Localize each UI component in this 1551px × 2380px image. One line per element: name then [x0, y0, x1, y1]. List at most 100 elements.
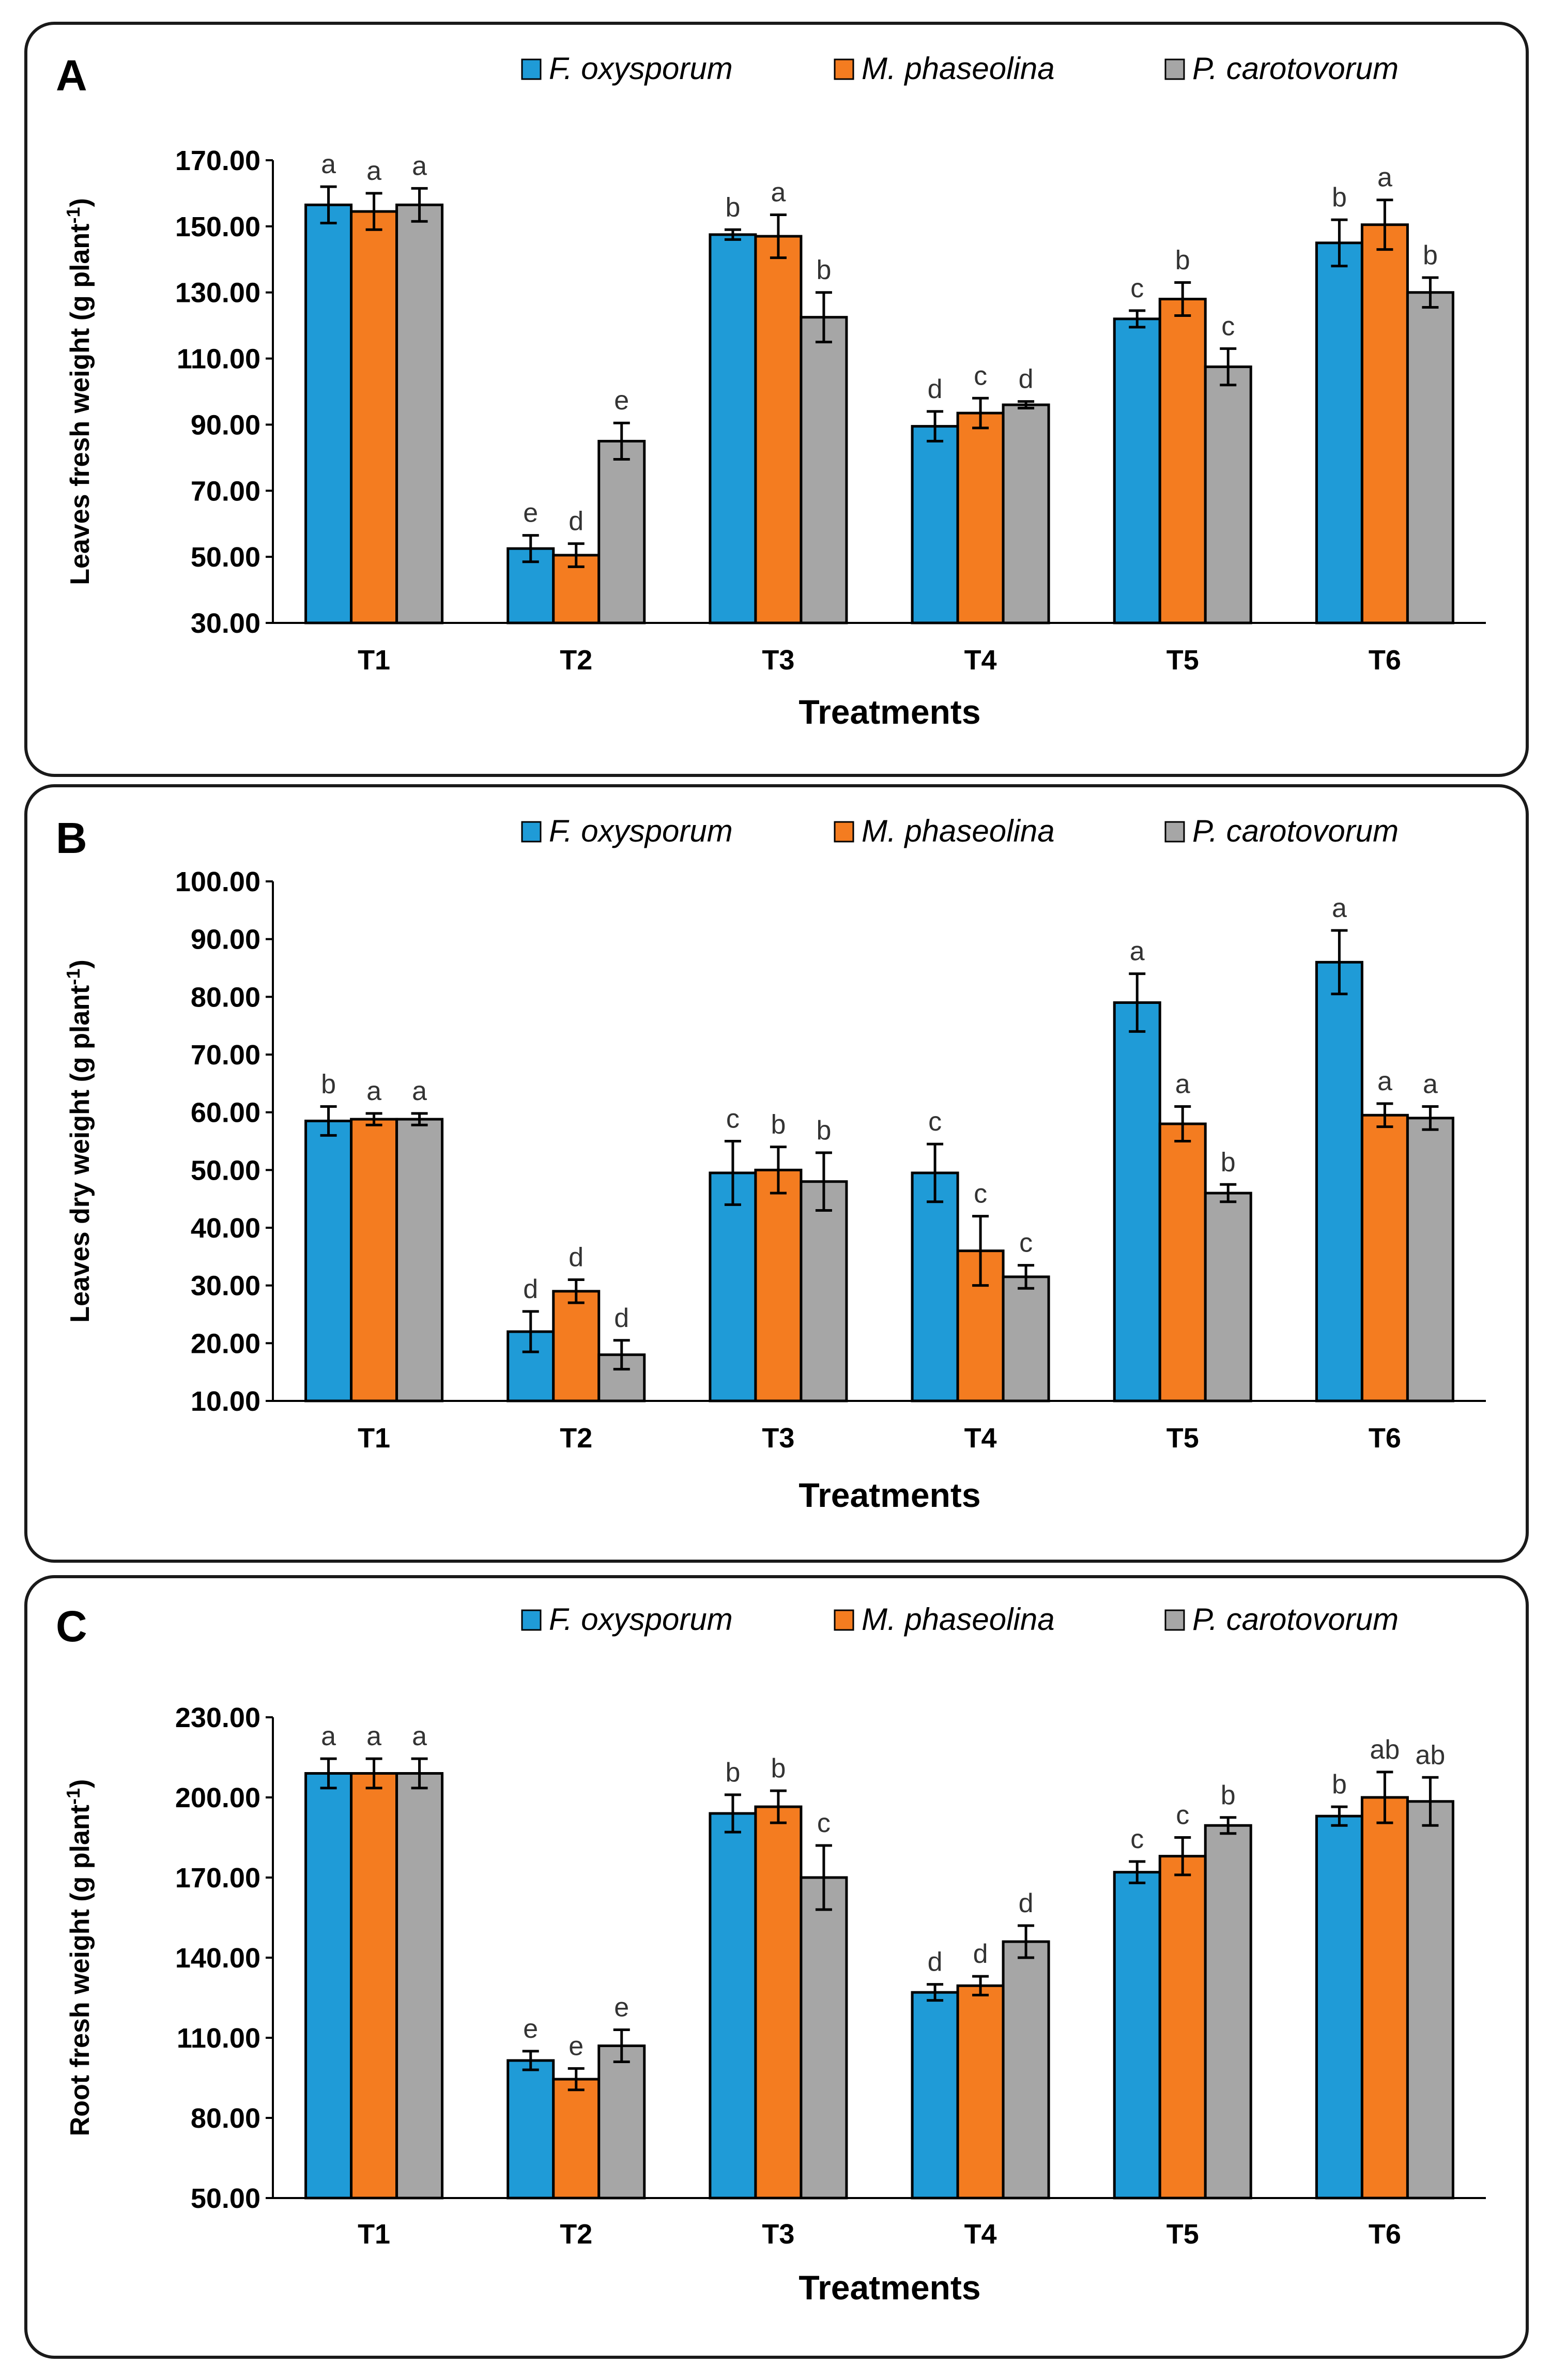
bar-mphaseolina-T1 [350, 1118, 398, 1402]
significance-label: e [569, 2031, 583, 2061]
significance-label: a [1175, 1070, 1190, 1100]
bar-pcarotovorum-T3 [800, 1180, 848, 1402]
x-tick-label: T6 [1369, 645, 1401, 676]
significance-label: c [1130, 273, 1144, 303]
significance-label: e [614, 386, 629, 416]
y-tick-label: 20.00 [191, 1328, 260, 1359]
significance-label: d [1019, 1888, 1034, 1918]
significance-label: a [321, 149, 336, 179]
bar-pcarotovorum-T5 [1204, 1824, 1252, 2200]
significance-label: c [1019, 1228, 1033, 1258]
x-tick-label: T4 [964, 645, 997, 676]
y-tick-label: 30.00 [191, 608, 260, 639]
legend-swatch [521, 58, 542, 80]
significance-label: b [1332, 182, 1347, 212]
significance-label: a [771, 177, 786, 207]
y-tick-label: 110.00 [177, 344, 260, 375]
bar-pcarotovorum-T2 [597, 439, 646, 624]
bar-mphaseolina-T4 [956, 1984, 1005, 2200]
bar-mphaseolina-T5 [1158, 1122, 1207, 1402]
significance-label: a [1423, 1070, 1438, 1100]
legend-label: P. carotovorum [1192, 51, 1399, 86]
legend-label: P. carotovorum [1192, 1602, 1399, 1637]
legend-label: F. oxysporum [549, 51, 733, 86]
bar-mphaseolina-T5 [1158, 298, 1207, 624]
x-tick-label: T4 [964, 1423, 997, 1454]
x-tick-label: T1 [358, 2219, 390, 2250]
bar-mphaseolina-T3 [754, 1168, 803, 1402]
significance-label: ab [1370, 1735, 1400, 1765]
bar-foxysporum-T5 [1113, 1871, 1161, 2200]
significance-label: b [771, 1753, 786, 1783]
y-tick-label: 170.00 [175, 1863, 260, 1894]
bar-pcarotovorum-T4 [1002, 1275, 1050, 1402]
y-tick-label: 100.00 [175, 866, 260, 897]
bar-foxysporum-T1 [304, 1772, 353, 2200]
y-tick-label: 60.00 [191, 1097, 260, 1128]
y-tick-label: 80.00 [191, 982, 260, 1013]
significance-label: b [1221, 1780, 1236, 1810]
legend-swatch [1164, 821, 1185, 843]
bar-mphaseolina-T6 [1360, 1796, 1409, 2200]
panel-letter: C [56, 1602, 87, 1651]
bar-pcarotovorum-T3 [800, 316, 848, 624]
legend-swatch [834, 1609, 854, 1631]
y-axis-title: Leaves dry weight (g plant-1) [63, 959, 95, 1322]
bar-pcarotovorum-T5 [1204, 365, 1252, 624]
bar-foxysporum-T4 [911, 1171, 959, 1402]
significance-label: c [1221, 311, 1235, 341]
significance-label: a [321, 1721, 336, 1751]
bar-mphaseolina-T3 [754, 235, 803, 624]
significance-label: b [1423, 240, 1438, 270]
significance-label: a [412, 1076, 427, 1106]
legend-label: F. oxysporum [549, 814, 733, 848]
bar-foxysporum-T3 [709, 1171, 757, 1402]
bar-pcarotovorum-T2 [597, 1353, 646, 1402]
x-tick-label: T1 [358, 1423, 390, 1454]
legend-swatch [1164, 1609, 1185, 1631]
significance-label: ab [1415, 1740, 1445, 1770]
significance-label: b [1221, 1147, 1236, 1177]
bar-pcarotovorum-T4 [1002, 1940, 1050, 2200]
significance-label: c [974, 1179, 987, 1209]
bar-foxysporum-T1 [304, 203, 353, 624]
x-tick-label: T4 [964, 2219, 997, 2250]
legend-label: M. phaseolina [862, 1602, 1055, 1637]
y-tick-label: 230.00 [175, 1702, 260, 1733]
x-tick-label: T2 [560, 2219, 592, 2250]
significance-label: b [1175, 246, 1190, 276]
significance-label: e [523, 498, 538, 528]
significance-label: b [321, 1070, 336, 1100]
x-tick-label: T3 [762, 2219, 794, 2250]
bar-mphaseolina-T1 [350, 210, 398, 624]
significance-label: a [1332, 893, 1347, 923]
significance-label: a [1377, 1066, 1392, 1096]
significance-label: a [366, 156, 381, 186]
y-tick-label: 40.00 [191, 1213, 260, 1244]
bar-pcarotovorum-T1 [395, 1118, 444, 1402]
legend-label: F. oxysporum [549, 1602, 733, 1637]
bar-foxysporum-T6 [1315, 1814, 1363, 2200]
chart-panel-A: A F. oxysporum M. phaseolina P. carotovorum… [24, 22, 1529, 777]
significance-label: d [928, 374, 943, 404]
panel-letter: B [56, 814, 87, 862]
significance-label: a [366, 1076, 381, 1106]
x-tick-label: T5 [1166, 645, 1199, 676]
y-tick-label: 80.00 [191, 2103, 260, 2134]
significance-label: a [1130, 937, 1145, 967]
bar-foxysporum-T5 [1113, 1001, 1161, 1402]
y-tick-label: 130.00 [175, 278, 260, 309]
x-axis-title: Treatments [798, 2268, 980, 2307]
chart-panel-C: C F. oxysporum M. phaseolina P. carotovorum… [24, 1575, 1529, 2359]
significance-label: b [725, 1758, 740, 1788]
x-tick-label: T3 [762, 1423, 794, 1454]
x-tick-label: T5 [1166, 2219, 1199, 2250]
legend-label: P. carotovorum [1192, 814, 1399, 848]
bar-foxysporum-T6 [1315, 241, 1363, 624]
y-tick-label: 70.00 [191, 476, 260, 507]
significance-label: d [523, 1274, 538, 1304]
y-tick-label: 110.00 [177, 2023, 260, 2054]
legend-swatch [1164, 58, 1185, 80]
significance-label: d [569, 1243, 583, 1273]
significance-label: d [614, 1303, 629, 1333]
